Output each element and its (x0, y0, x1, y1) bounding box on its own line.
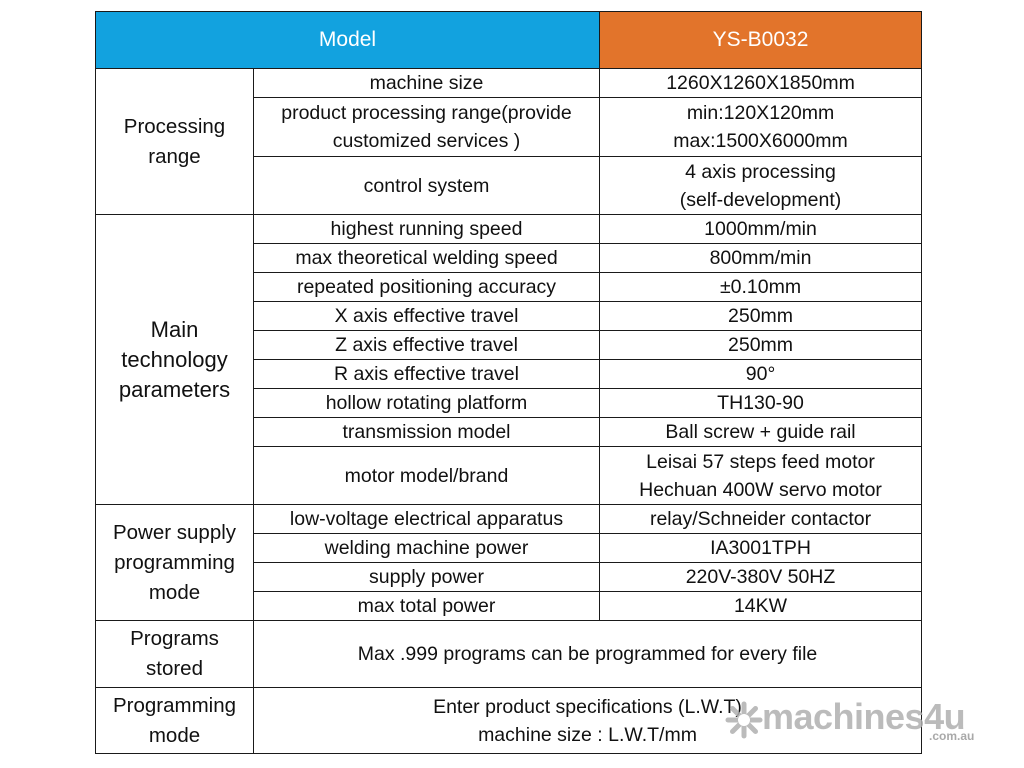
value-cell: 1000mm/min (599, 214, 923, 244)
value-cell: 220V-380V 50HZ (599, 562, 923, 592)
table-row: max theoretical welding speed 800mm/min (96, 243, 923, 273)
value-cell: ±0.10mm (599, 272, 923, 302)
table-row: Main technology parameters highest running… (95, 214, 923, 505)
table-row: X axis effective travel 250mm (96, 301, 923, 331)
table-row: repeated positioning accuracy ±0.10mm (96, 272, 923, 302)
param-cell: machine size (252, 68, 601, 98)
table-row: Programs stored Max .999 programs can be … (95, 620, 923, 688)
value-cell: 14KW (599, 591, 923, 621)
table-row: Z axis effective travel 250mm (96, 330, 923, 360)
table-row: Processing range machine size 1260X1260X1… (95, 68, 923, 215)
group-processing-range: Processing range (95, 68, 254, 215)
model-number-header: YS-B0032 (599, 11, 923, 69)
group-main-technology-parameters: Main technology parameters (95, 214, 254, 505)
param-cell: highest running speed (252, 214, 601, 244)
gear-logo-icon (725, 701, 763, 739)
param-cell: max total power (252, 591, 601, 621)
param-cell: control system (252, 156, 601, 215)
value-cell: Leisai 57 steps feed motor Hechuan 400W s… (599, 446, 923, 505)
param-cell: Z axis effective travel (252, 330, 601, 360)
param-cell: motor model/brand (252, 446, 601, 505)
table-row: hollow rotating platform TH130-90 (96, 388, 923, 418)
value-cell: 800mm/min (599, 243, 923, 273)
group-programs-stored: Programs stored (95, 620, 254, 688)
value-cell: 90° (599, 359, 923, 389)
spec-table: Model YS-B0032 Processing range machine s… (94, 11, 923, 754)
table-row: max total power 14KW (96, 591, 923, 621)
watermark: machines4u .com.au (724, 696, 994, 746)
table-row: supply power 220V-380V 50HZ (96, 562, 923, 592)
table-row: transmission model Ball screw + guide ra… (96, 417, 923, 447)
value-cell: 250mm (599, 330, 923, 360)
value-cell: 1260X1260X1850mm (599, 68, 923, 98)
table-row: motor model/brand Leisai 57 steps feed m… (96, 446, 923, 505)
value-cell: min:120X120mm max:1500X6000mm (599, 97, 923, 157)
param-cell: repeated positioning accuracy (252, 272, 601, 302)
group-programming-mode: Programming mode (95, 687, 254, 754)
table-row: Programming mode Enter product specificat… (95, 687, 923, 754)
param-cell: product processing range(provide customiz… (252, 97, 601, 157)
model-header: Model (94, 11, 601, 69)
param-cell: transmission model (252, 417, 601, 447)
param-cell: welding machine power (252, 533, 601, 563)
value-cell: 250mm (599, 301, 923, 331)
table-row: Power supply programming mode low-voltage … (95, 504, 923, 621)
table-row: control system 4 axis processing (self-de… (96, 156, 923, 215)
header-row: Model YS-B0032 (94, 11, 923, 69)
param-cell: max theoretical welding speed (252, 243, 601, 273)
watermark-brand: machines4u (762, 696, 966, 737)
param-cell: X axis effective travel (252, 301, 601, 331)
param-cell: low-voltage electrical apparatus (252, 504, 601, 534)
value-cell: IA3001TPH (599, 533, 923, 563)
param-cell: hollow rotating platform (252, 388, 601, 418)
programs-stored-value: Max .999 programs can be programmed for … (252, 620, 923, 688)
programming-mode-value: Enter product specifications (L.W.T) mach… (252, 687, 923, 754)
value-cell: relay/Schneider contactor (599, 504, 923, 534)
group-power-supply-programming-mode: Power supply programming mode (95, 504, 254, 621)
value-cell: 4 axis processing (self-development) (599, 156, 923, 215)
value-cell: TH130-90 (599, 388, 923, 418)
table-row: welding machine power IA3001TPH (96, 533, 923, 563)
table-row: product processing range(provide customiz… (96, 97, 923, 157)
table-row: R axis effective travel 90° (96, 359, 923, 389)
watermark-domain: .com.au (929, 729, 975, 743)
param-cell: R axis effective travel (252, 359, 601, 389)
value-cell: Ball screw + guide rail (599, 417, 923, 447)
param-cell: supply power (252, 562, 601, 592)
